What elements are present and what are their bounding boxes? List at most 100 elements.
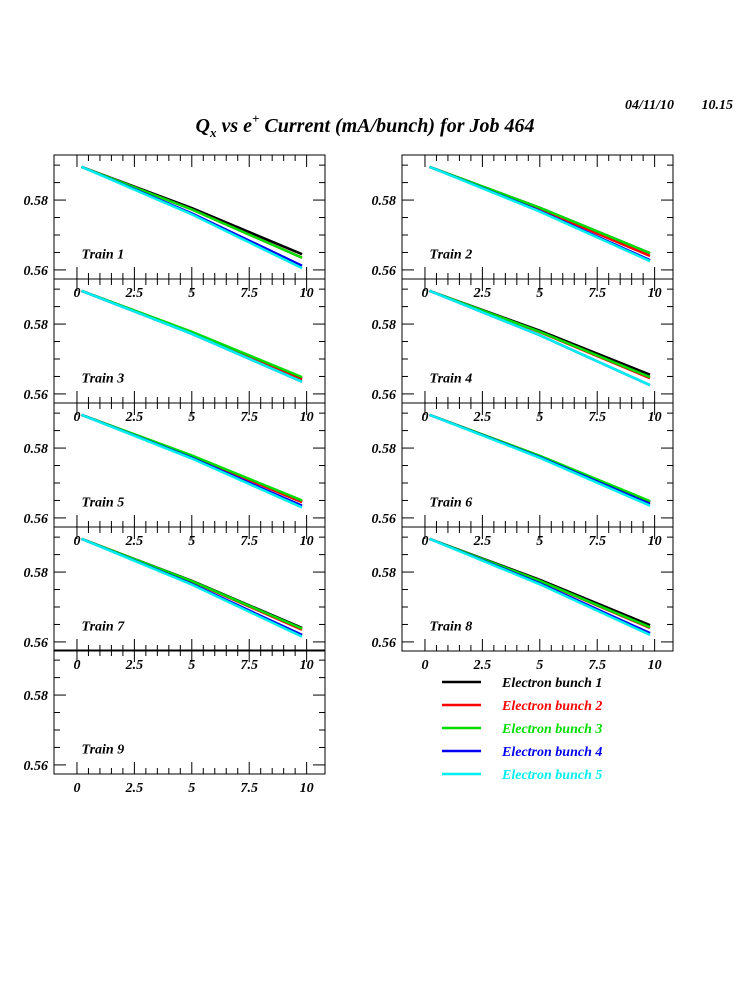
- series-line-bunch-5: [81, 289, 303, 383]
- y-tick-label: 0.56: [24, 264, 49, 279]
- series-line-bunch-5: [429, 537, 651, 637]
- x-tick-label: 10: [300, 410, 314, 425]
- legend-label-bunch-2: Electron bunch 2: [501, 699, 602, 714]
- legend-label-bunch-1: Electron bunch 1: [501, 676, 602, 691]
- series-line-bunch-5: [81, 413, 303, 509]
- y-tick-label: 0.58: [24, 442, 49, 457]
- chart-title: Qx vs e+ Current (mA/bunch) for Job 464: [196, 111, 535, 140]
- panel-label: Train 1: [82, 248, 125, 263]
- panel-9: 0.56 0.58 0 2.5 5 7.5 10 Train 9: [24, 649, 326, 796]
- x-tick-label: 10: [300, 534, 314, 549]
- y-tick-label: 0.56: [372, 512, 397, 527]
- x-tick-label: 10: [648, 286, 662, 301]
- panel-label: Train 4: [430, 372, 473, 387]
- panel-7: 0.56 0.58 0 2.5 5 7.5 10 Train 7: [24, 526, 326, 673]
- x-tick-label: 0: [73, 781, 80, 796]
- x-tick-label: 10: [300, 286, 314, 301]
- x-tick-label: 2.5: [473, 534, 492, 549]
- y-tick-label: 0.58: [24, 689, 49, 704]
- y-tick-label: 0.58: [24, 194, 49, 209]
- x-tick-label: 0: [73, 534, 80, 549]
- x-tick-label: 7.5: [240, 410, 258, 425]
- x-tick-label: 0: [421, 410, 428, 425]
- legend-label-bunch-4: Electron bunch 4: [501, 745, 602, 760]
- panel-8: 0.56 0.58 0 2.5 5 7.5 10 Train 8: [372, 526, 674, 673]
- x-tick-label: 7.5: [240, 286, 258, 301]
- x-tick-label: 2.5: [125, 410, 144, 425]
- panel-2: 0.56 0.58 0 2.5 5 7.5 10 Train 2: [372, 154, 674, 301]
- legend: Electron bunch 1 Electron bunch 2 Electron…: [442, 676, 602, 783]
- x-tick-label: 5: [188, 410, 195, 425]
- x-tick-label: 5: [536, 410, 543, 425]
- x-tick-label: 2.5: [473, 286, 492, 301]
- x-tick-label: 7.5: [588, 286, 606, 301]
- series-line-bunch-5: [81, 165, 303, 270]
- panel-6: 0.56 0.58 0 2.5 5 7.5 10 Train 6: [372, 402, 674, 549]
- series-line-bunch-5: [429, 413, 651, 507]
- y-tick-label: 0.58: [372, 566, 397, 581]
- x-tick-label: 7.5: [588, 658, 606, 673]
- x-tick-label: 0: [73, 410, 80, 425]
- x-tick-label: 2.5: [125, 658, 144, 673]
- panel-label: Train 2: [430, 248, 473, 263]
- panel-1: 0.56 0.58 0 2.5 5 7.5 10 Train 1: [24, 154, 326, 301]
- legend-label-bunch-3: Electron bunch 3: [501, 722, 602, 737]
- x-tick-label: 0: [421, 658, 428, 673]
- y-tick-label: 0.58: [372, 194, 397, 209]
- panel-frame: [53, 526, 326, 652]
- legend-label-bunch-5: Electron bunch 5: [501, 768, 602, 783]
- x-tick-label: 7.5: [240, 658, 258, 673]
- date-label: 04/11/10: [625, 98, 674, 113]
- x-tick-label: 5: [188, 534, 195, 549]
- series-line-bunch-5: [429, 289, 651, 387]
- x-tick-label: 2.5: [125, 286, 144, 301]
- y-tick-label: 0.56: [24, 636, 49, 651]
- x-tick-label: 2.5: [473, 410, 492, 425]
- series-line-bunch-5: [81, 537, 303, 638]
- y-tick-label: 0.58: [24, 566, 49, 581]
- y-tick-label: 0.56: [24, 388, 49, 403]
- y-tick-label: 0.56: [372, 388, 397, 403]
- x-tick-label: 0: [73, 286, 80, 301]
- series-line-bunch-5: [429, 165, 651, 263]
- panel-label: Train 8: [430, 620, 473, 635]
- x-tick-label: 7.5: [240, 781, 258, 796]
- x-tick-label: 5: [536, 534, 543, 549]
- x-tick-label: 10: [300, 781, 314, 796]
- x-tick-label: 7.5: [588, 534, 606, 549]
- y-tick-label: 0.58: [372, 442, 397, 457]
- x-tick-label: 2.5: [125, 781, 144, 796]
- panel-label: Train 9: [82, 743, 125, 758]
- x-tick-label: 5: [536, 658, 543, 673]
- time-label: 10.15: [702, 98, 734, 113]
- x-tick-label: 7.5: [240, 534, 258, 549]
- x-tick-label: 10: [648, 410, 662, 425]
- x-tick-label: 10: [300, 658, 314, 673]
- x-tick-label: 5: [188, 658, 195, 673]
- y-tick-label: 0.58: [24, 318, 49, 333]
- y-tick-label: 0.56: [372, 636, 397, 651]
- y-tick-label: 0.56: [24, 512, 49, 527]
- x-tick-label: 0: [421, 534, 428, 549]
- y-tick-label: 0.56: [24, 759, 49, 774]
- y-tick-label: 0.58: [372, 318, 397, 333]
- panel-label: Train 6: [430, 496, 473, 511]
- x-tick-label: 2.5: [125, 534, 144, 549]
- x-tick-label: 10: [648, 534, 662, 549]
- panel-label: Train 7: [82, 620, 126, 635]
- panel-label: Train 3: [82, 372, 125, 387]
- panel-frame: [401, 526, 674, 652]
- panel-4: 0.56 0.58 0 2.5 5 7.5 10 Train 4: [372, 278, 674, 425]
- panel-label: Train 5: [82, 496, 125, 511]
- x-tick-label: 0: [73, 658, 80, 673]
- y-tick-label: 0.56: [372, 264, 397, 279]
- x-tick-label: 10: [648, 658, 662, 673]
- x-tick-label: 7.5: [588, 410, 606, 425]
- x-tick-label: 0: [421, 286, 428, 301]
- x-tick-label: 5: [536, 286, 543, 301]
- x-tick-label: 2.5: [473, 658, 492, 673]
- panel-frame: [53, 649, 326, 775]
- x-tick-label: 5: [188, 781, 195, 796]
- x-tick-label: 5: [188, 286, 195, 301]
